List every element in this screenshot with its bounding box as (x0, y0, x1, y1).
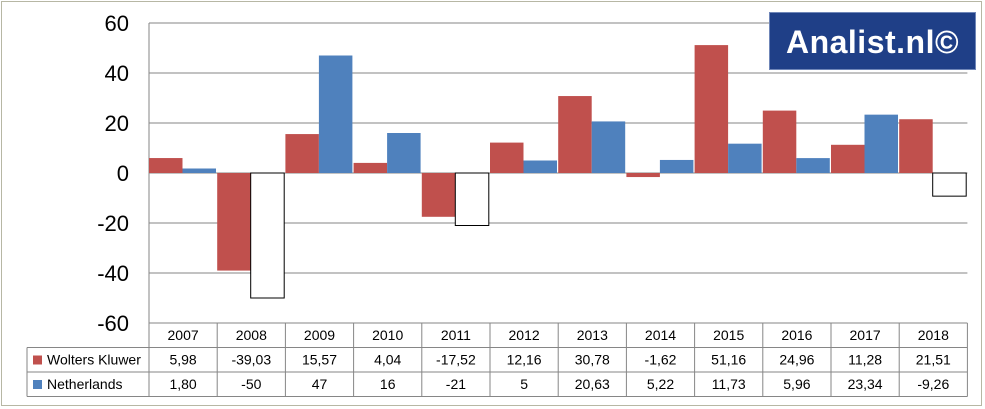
bar-wolters-kluwer-2013 (558, 96, 592, 173)
bar-netherlands-2009 (318, 55, 353, 173)
data-label: -17,52 (436, 352, 476, 368)
legend-swatch-netherlands (33, 380, 42, 389)
bar-wolters-kluwer-2014 (626, 173, 660, 178)
bar-wolters-kluwer-2010 (353, 162, 388, 173)
data-label: 47 (312, 376, 328, 392)
data-label: 5,96 (783, 376, 810, 392)
category-label-2015: 2015 (713, 327, 744, 343)
data-label: 12,16 (507, 352, 542, 368)
data-label: -1,62 (645, 352, 677, 368)
data-label: 11,73 (712, 376, 746, 392)
data-label: 4,04 (374, 352, 401, 368)
data-label: 30,78 (575, 352, 610, 368)
bar-wolters-kluwer-2018 (899, 119, 933, 173)
data-label: 23,34 (848, 376, 883, 392)
y-tick-label: 40 (105, 61, 129, 86)
category-label-2013: 2013 (577, 327, 608, 343)
bar-netherlands-2014 (659, 159, 694, 173)
bar-netherlands-2010 (387, 133, 421, 173)
category-label-2017: 2017 (850, 327, 881, 343)
data-label: 1,80 (169, 376, 196, 392)
data-label: 21,51 (916, 352, 951, 368)
bar-wolters-kluwer-2009 (285, 134, 319, 173)
bar-netherlands-2013 (591, 121, 626, 173)
data-label: 5,98 (169, 352, 196, 368)
data-label: 11,28 (848, 352, 882, 368)
data-label: 51,16 (711, 352, 746, 368)
bar-netherlands-2015 (728, 143, 762, 173)
y-tick-label: -60 (97, 311, 129, 336)
y-tick-label: 0 (117, 161, 129, 186)
data-label: 16 (380, 376, 396, 392)
bar-wolters-kluwer-2012 (490, 142, 524, 173)
data-label: 15,57 (302, 352, 337, 368)
bar-wolters-kluwer-2011 (421, 173, 456, 217)
bar-wolters-kluwer-2015 (694, 45, 729, 173)
category-label-2010: 2010 (372, 327, 403, 343)
bar-wolters-kluwer-2008 (217, 173, 251, 271)
data-label: -9,26 (917, 376, 949, 392)
category-label-2014: 2014 (645, 327, 676, 343)
category-label-2011: 2011 (441, 327, 471, 343)
y-tick-label: -20 (97, 211, 129, 236)
bar-wolters-kluwer-2007 (149, 158, 183, 173)
bar-netherlands-2016 (796, 158, 830, 173)
bar-wolters-kluwer-2016 (762, 110, 797, 173)
data-label: -21 (446, 376, 466, 392)
data-label: 5 (520, 376, 528, 392)
data-label: -50 (241, 376, 261, 392)
data-label: -39,03 (231, 352, 271, 368)
category-label-2008: 2008 (236, 327, 267, 343)
legend-label: Netherlands (47, 376, 123, 392)
category-label-2012: 2012 (509, 327, 540, 343)
category-label-2018: 2018 (918, 327, 949, 343)
bar-netherlands-2008 (250, 172, 285, 299)
data-label: 5,22 (647, 376, 674, 392)
data-label: 20,63 (575, 376, 610, 392)
category-label-2007: 2007 (168, 327, 199, 343)
bar-netherlands-2011 (454, 172, 490, 226)
analist-logo: Analist.nl© (769, 12, 976, 70)
bar-netherlands-2012 (523, 160, 557, 173)
legend-swatch-wolters-kluwer (33, 355, 42, 365)
legend-label: Wolters Kluwer (47, 352, 141, 368)
category-label-2016: 2016 (781, 327, 812, 343)
bar-netherlands-2017 (864, 114, 898, 173)
y-tick-label: 20 (105, 111, 129, 136)
category-label-2009: 2009 (304, 327, 335, 343)
data-label: 24,96 (779, 352, 814, 368)
bar-wolters-kluwer-2017 (831, 144, 865, 173)
y-tick-label: 60 (105, 11, 129, 36)
bar-netherlands-2007 (182, 168, 216, 173)
bar-netherlands-2018 (932, 172, 967, 197)
y-tick-label: -40 (97, 261, 129, 286)
